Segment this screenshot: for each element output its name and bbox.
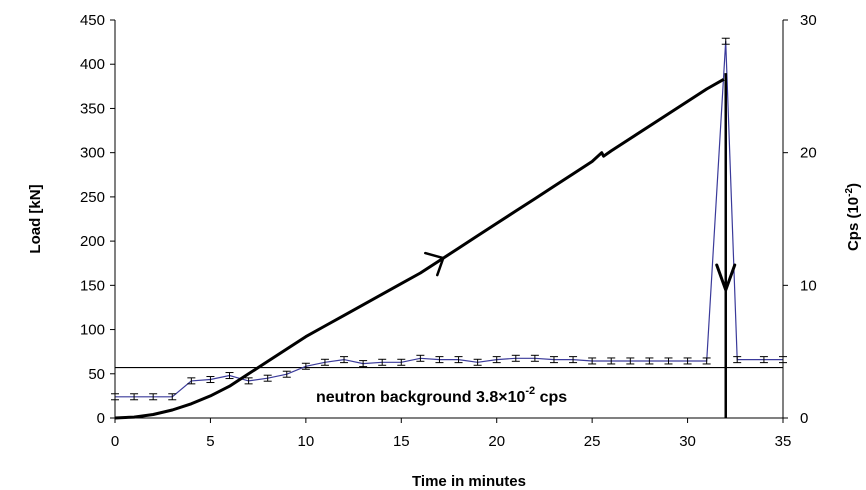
x-tick-label: 20 [488,433,505,450]
error-bar [149,393,158,401]
error-bar [454,356,463,364]
right-axis-title: Cps (10-2) [844,183,862,251]
left-tick-label: 150 [80,277,105,294]
error-bar [397,358,406,366]
left-tick-label: 300 [80,145,105,162]
chart-marks [111,37,787,420]
error-bar [378,358,387,366]
right-tick-label: 0 [800,410,808,427]
error-bar [530,354,539,362]
error-bar [759,356,768,364]
annotation-suffix: cps [535,389,567,406]
error-bar [626,357,635,365]
error-bar [473,358,482,366]
right-axis-title-main: Cps (10 [845,197,862,251]
x-tick-label: 5 [206,433,214,450]
error-bar [359,360,368,368]
error-bar [683,357,692,365]
load-curve [114,77,725,420]
error-bar [301,362,310,370]
right-axis-title-exponent: -2 [844,188,855,197]
error-bar [607,357,616,365]
right-axis-title-close: ) [845,183,862,188]
error-bar [664,357,673,365]
background-annotation: neutron background 3.8×10-2 cps [316,385,567,406]
error-bar [721,37,730,45]
error-bar [645,357,654,365]
error-bar [733,356,742,364]
left-tick-label: 50 [88,366,105,383]
error-bar [206,376,215,384]
annotation-main: neutron background 3.8×10 [316,389,525,406]
error-bar [168,393,177,401]
left-tick-label: 200 [80,233,105,250]
error-bar [702,357,711,365]
load-direction-arrow [424,251,445,277]
x-tick-label: 0 [111,433,119,450]
right-tick-label: 20 [800,145,817,162]
neutron-count-line [115,41,783,398]
left-axis-title: Load [kN] [27,184,44,253]
left-tick-label: 250 [80,189,105,206]
error-bar [130,393,139,401]
error-bar [569,356,578,364]
error-bar [244,377,253,385]
error-bar [588,357,597,365]
fracture-arrowhead [715,263,737,292]
x-tick-label: 25 [584,433,601,450]
error-bar [111,393,119,401]
left-tick-label: 400 [80,56,105,73]
right-tick-label: 10 [800,277,817,294]
x-tick-label: 30 [679,433,696,450]
left-tick-label: 350 [80,100,105,117]
error-bar [187,377,196,385]
error-bar [416,354,425,362]
error-bar [340,356,349,364]
x-tick-label: 15 [393,433,410,450]
left-tick-label: 0 [97,410,105,427]
right-tick-label: 30 [800,12,817,29]
error-bar [282,370,291,378]
error-bar [320,358,329,366]
x-tick-label: 10 [298,433,315,450]
left-tick-label: 100 [80,322,105,339]
error-bar [779,356,787,364]
error-bar [511,354,520,362]
error-bar [225,372,234,380]
annotation-exponent: -2 [525,385,535,397]
error-bar [549,356,558,364]
error-bar [492,356,501,364]
x-tick-label: 35 [775,433,792,450]
x-axis-title: Time in minutes [412,473,526,490]
error-bar [435,356,444,364]
error-bar [263,374,272,382]
left-tick-label: 450 [80,12,105,29]
